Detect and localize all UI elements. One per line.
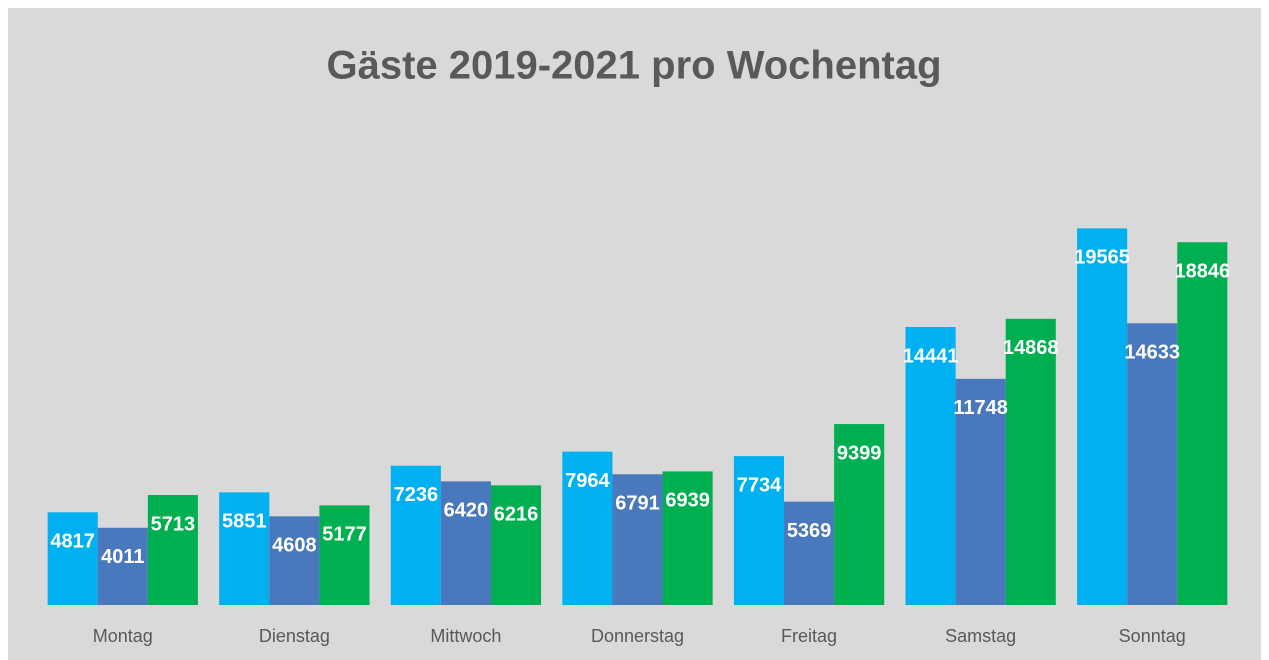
bar [834,424,885,605]
data-label: 14441 [903,345,959,367]
bar [147,495,198,605]
data-label: 19565 [1074,247,1130,269]
bar [955,378,1006,605]
bar [784,501,835,605]
data-label: 4817 [50,531,95,553]
data-label: 5851 [222,511,267,533]
bar [612,474,663,605]
x-tick-label: Dienstag [259,626,330,646]
data-label: 4608 [272,535,317,557]
bar [905,327,956,605]
bar [47,512,98,605]
bar [1127,323,1178,605]
x-tick-label: Samstag [945,626,1016,646]
bar [562,451,613,605]
data-label: 14633 [1124,342,1180,364]
data-label: 7734 [737,474,782,496]
data-label: 6939 [665,490,710,512]
data-label: 18846 [1175,260,1231,282]
data-label: 4011 [101,546,144,568]
data-label: 11748 [953,397,1008,419]
bar [97,527,148,605]
x-tick-label: Sonntag [1119,626,1186,646]
x-tick-label: Donnerstag [591,626,684,646]
bar [490,485,542,605]
data-label: 5369 [787,520,832,542]
x-tick-label: Montag [93,626,153,646]
bar [440,481,491,605]
data-label: 7964 [565,470,610,492]
bar [1005,318,1056,605]
bar [1177,242,1228,606]
data-label: 7236 [394,484,439,506]
data-label: 6420 [444,500,489,522]
x-tick-label: Mittwoch [430,626,501,646]
x-tick-label: Freitag [781,626,837,646]
bar [733,456,785,605]
bar [662,471,713,605]
data-label: 5177 [322,524,367,546]
bar [319,505,370,605]
data-label: 14868 [1003,337,1059,359]
chart-title: Gäste 2019-2021 pro Wochentag [326,44,941,88]
bar [390,465,441,605]
data-label: 5713 [151,513,196,535]
bar [1077,228,1128,605]
data-label: 6791 [615,493,660,515]
bar [219,492,270,605]
bar [269,516,320,605]
data-label: 6216 [494,504,539,526]
data-label: 9399 [837,442,882,464]
